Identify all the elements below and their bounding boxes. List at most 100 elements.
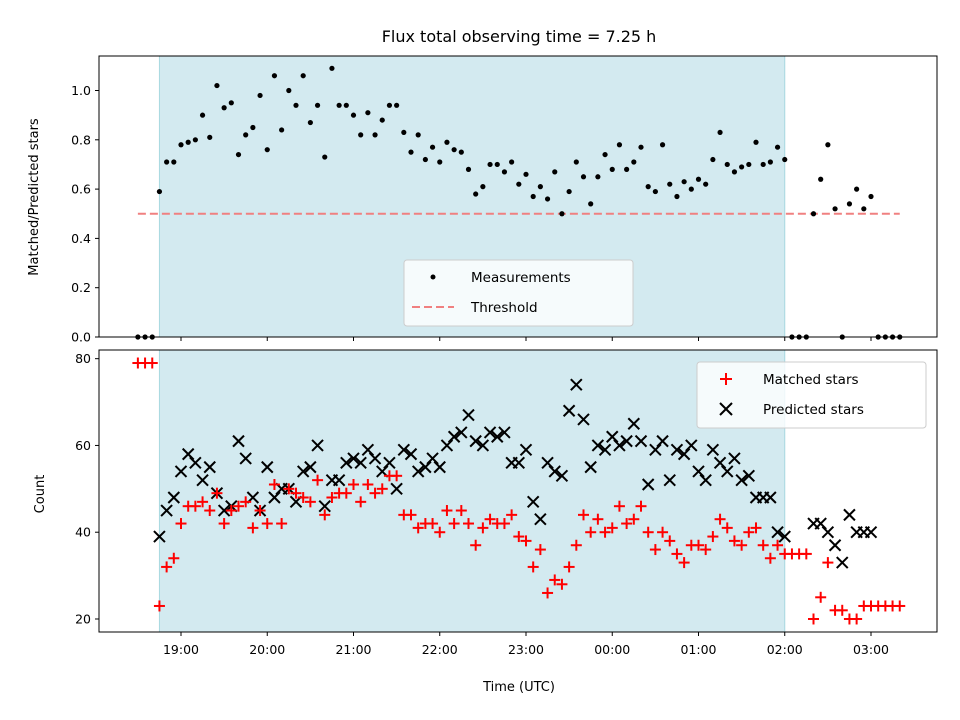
predicted-stars-point (627, 417, 641, 430)
measurement-point (365, 110, 371, 116)
predicted-stars-point (390, 482, 403, 496)
matched-stars-point (189, 500, 201, 512)
predicted-stroke (706, 443, 720, 456)
predicted-stroke (361, 443, 375, 456)
measurement-point (580, 174, 587, 180)
matched-stars-point (664, 535, 676, 547)
predicted-stars-point (677, 447, 691, 461)
predicted-stars-point (354, 456, 367, 470)
bottom-xtick-label: 23:00 (508, 642, 544, 657)
measurement-point (185, 139, 191, 145)
measurement-point (509, 159, 515, 165)
measurement-point (832, 206, 838, 212)
predicted-stars-point (692, 465, 705, 478)
measurement-point (825, 142, 831, 148)
measurement-point (480, 184, 486, 190)
matched-stars-point (369, 487, 381, 499)
measurement-point (652, 188, 658, 195)
measurement-point (487, 161, 493, 168)
matched-stars-point (470, 539, 482, 551)
predicted-stroke (699, 473, 712, 487)
predicted-stars-point (174, 465, 188, 478)
bottom-legend: Matched stars Predicted stars (696, 361, 927, 429)
measurement-point (336, 102, 342, 108)
matched-stars-point (836, 604, 848, 616)
predicted-stroke (167, 491, 181, 504)
predicted-stars-point (836, 556, 849, 569)
predicted-stars-point (526, 495, 540, 509)
measurement-point (753, 139, 759, 145)
measurement-point (566, 188, 572, 195)
measurement-point (372, 132, 378, 138)
matched-stars-point (714, 513, 726, 525)
predicted-stars-point (641, 478, 655, 491)
measurement-point (494, 161, 500, 168)
predicted-stars-point (828, 539, 842, 552)
predicted-stars-point (217, 504, 231, 517)
predicted-stars-point (656, 434, 669, 448)
predicted-stars-point (447, 430, 461, 443)
matched-stars-point (599, 526, 611, 538)
predicted-stroke (864, 526, 878, 539)
predicted-stroke (548, 465, 561, 478)
measurement-point (199, 112, 206, 118)
predicted-stars-point (534, 512, 547, 526)
predicted-stars-point (814, 517, 827, 530)
measurement-point (810, 211, 817, 217)
predicted-stars-point (469, 434, 482, 448)
predicted-stars-point (555, 469, 569, 483)
measurement-point (401, 129, 407, 136)
matched-stars-point (815, 591, 827, 603)
measurement-point (343, 102, 349, 108)
measurement-point (329, 65, 335, 71)
measurement-point (818, 176, 824, 182)
bottom-ytick-label: 60 (75, 438, 91, 453)
predicted-stars-point (843, 508, 856, 522)
measurement-point (659, 142, 666, 148)
matched-stars-point (678, 557, 690, 569)
matched-stars-point (441, 505, 453, 517)
measurement-point (552, 169, 558, 175)
predicted-stars-point (311, 439, 324, 452)
top-ytick-label: 1.0 (71, 83, 91, 98)
predicted-stroke (447, 430, 461, 443)
measurement-point (415, 132, 421, 138)
measurement-point (156, 188, 163, 195)
matched-stars-point (225, 505, 237, 517)
top-legend: Measurements Threshold (403, 259, 634, 327)
predicted-stroke (677, 447, 691, 461)
predicted-stars-point (483, 426, 497, 439)
predicted-stars-point (361, 443, 375, 456)
predicted-stroke (764, 491, 777, 504)
matched-stars-point (506, 509, 518, 521)
predicted-stroke (397, 443, 411, 456)
predicted-stroke (721, 465, 734, 478)
top-ytick-label: 0.2 (71, 280, 91, 295)
matched-stars-point (448, 518, 460, 530)
matched-stars-point (520, 535, 532, 547)
predicted-stars-point (685, 439, 698, 452)
measurement-point (451, 147, 457, 153)
matched-stars-point (851, 613, 863, 625)
measurement-point (293, 102, 299, 108)
predicted-stroke (426, 452, 439, 465)
predicted-stroke (174, 465, 188, 478)
predicted-stars-point (728, 452, 741, 465)
matched-stars-point (649, 544, 661, 556)
matched-stars-point (592, 513, 604, 525)
predicted-stroke (634, 434, 648, 448)
measurement-point (616, 142, 623, 148)
predicted-stroke (196, 473, 209, 487)
top-ylabel: Matched/Predicted stars (27, 118, 42, 276)
predicted-stars-point (268, 491, 281, 504)
matched-stars-point (283, 483, 295, 495)
predicted-stars-point (649, 443, 662, 456)
predicted-stroke (217, 504, 231, 517)
matched-stars-point (204, 505, 216, 517)
predicted-stars-point (562, 404, 576, 417)
chart-title: Flux total observing time = 7.25 h (382, 27, 657, 46)
predicted-stroke (512, 456, 526, 470)
matched-stars-point (376, 483, 388, 495)
measurement-point (760, 161, 766, 168)
measurement-point (279, 127, 285, 133)
